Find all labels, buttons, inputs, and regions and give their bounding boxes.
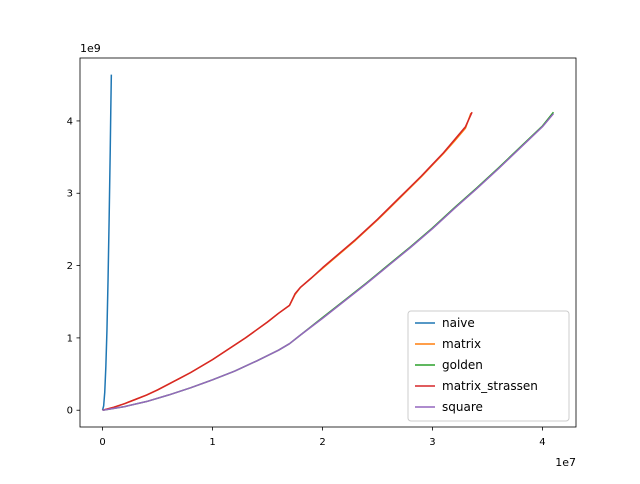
y-offset-label: 1e9: [80, 42, 101, 55]
x-tick-label: 1: [209, 437, 215, 448]
legend-label-naive: naive: [442, 316, 475, 330]
legend-label-matrix-strassen: matrix_strassen: [442, 379, 538, 393]
x-tick-label: 3: [429, 437, 435, 448]
x-axis: 0 1 2 3 4: [99, 427, 546, 448]
x-tick-label: 2: [319, 437, 325, 448]
plot-frame: [79, 57, 577, 428]
x-tick-label: 4: [539, 437, 545, 448]
series-line-square: [102, 113, 555, 411]
y-tick-label: 3: [67, 189, 73, 200]
legend-label-matrix: matrix: [442, 337, 481, 351]
legend-box: [407, 310, 570, 422]
legend-label-square: square: [442, 400, 483, 414]
series-layer: [101, 74, 555, 411]
y-tick-label: 0: [67, 406, 73, 417]
x-offset-label: 1e7: [555, 456, 576, 469]
y-tick-label: 2: [67, 261, 73, 272]
y-tick-label: 1: [67, 333, 73, 344]
y-tick-label: 4: [67, 116, 73, 127]
x-tick-label: 0: [99, 437, 105, 448]
legend-label-golden: golden: [442, 358, 483, 372]
series-line-matrix-strassen: [102, 111, 473, 411]
series-line-naive: [101, 74, 113, 411]
y-axis: 0 1 2 3 4: [67, 116, 80, 417]
